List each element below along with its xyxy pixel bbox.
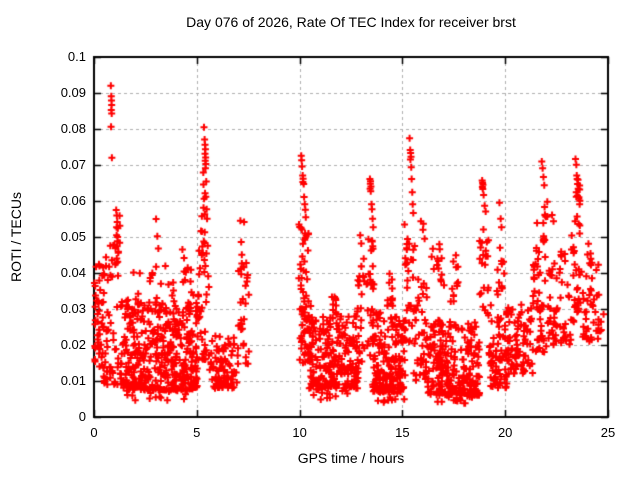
y-tick-label: 0.03 <box>60 301 86 316</box>
y-tick-label: 0.09 <box>60 85 86 100</box>
y-tick-label: 0.1 <box>67 49 86 64</box>
chart-title: Day 076 of 2026, Rate Of TEC Index for r… <box>186 14 516 30</box>
y-tick-label: 0.07 <box>60 157 86 172</box>
x-tick-label: 20 <box>497 425 513 440</box>
y-tick-label: 0.06 <box>60 193 86 208</box>
y-tick-label: 0 <box>78 409 86 424</box>
y-tick-label: 0.02 <box>60 337 86 352</box>
x-tick-label: 5 <box>193 425 201 440</box>
y-tick-label: 0.08 <box>60 121 86 136</box>
x-tick-label: 15 <box>395 425 410 440</box>
x-tick-label: 10 <box>292 425 307 440</box>
x-tick-label: 25 <box>600 425 616 440</box>
x-axis-label: GPS time / hours <box>297 450 405 466</box>
y-tick-label: 0.05 <box>60 229 86 244</box>
y-tick-label: 0.01 <box>60 373 86 388</box>
y-tick-label: 0.04 <box>60 265 86 280</box>
x-tick-label: 0 <box>90 425 98 440</box>
